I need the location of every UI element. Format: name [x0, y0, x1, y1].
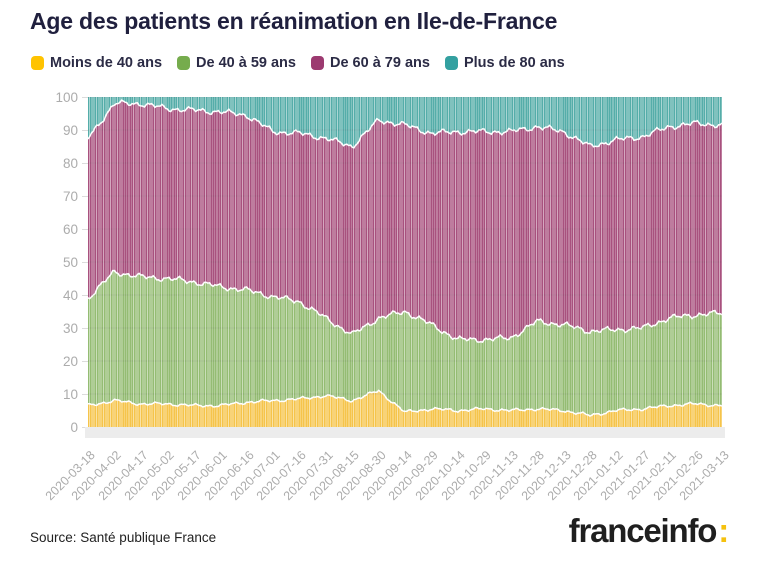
y-tick-label: 70 [62, 188, 78, 204]
y-tick-label: 90 [62, 122, 78, 138]
legend-item-moins-de-40: Moins de 40 ans [31, 55, 162, 71]
legend-swatch-40-59 [177, 56, 191, 70]
y-tick-label: 20 [62, 353, 78, 369]
page-title: Age des patients en réanimation en Ile-d… [30, 8, 558, 34]
legend-label: Moins de 40 ans [50, 55, 163, 71]
y-tick-mark [82, 394, 89, 395]
franceinfo-logo: franceinfo: [568, 512, 730, 550]
y-tick-label: 60 [62, 221, 78, 237]
y-tick-label: 80 [62, 155, 78, 171]
y-tick-label: 100 [55, 89, 78, 105]
y-tick-label: 30 [62, 320, 78, 336]
y-tick-label: 50 [62, 254, 78, 270]
legend-swatch-plus-80 [444, 56, 458, 70]
y-tick-label: 40 [62, 287, 78, 303]
x-axis-band [85, 427, 725, 438]
legend-swatch-60-79 [310, 56, 324, 70]
y-tick-label: 0 [70, 419, 78, 435]
y-tick-mark [82, 130, 89, 131]
logo-colon: : [718, 512, 729, 549]
legend: Moins de 40 ans De 40 à 59 ans De 60 à 7… [31, 55, 565, 71]
y-tick-mark [82, 163, 89, 164]
y-tick-mark [82, 328, 89, 329]
y-tick-mark [82, 229, 89, 230]
legend-item-40-59: De 40 à 59 ans [177, 55, 296, 71]
legend-item-plus-80: Plus de 80 ans [444, 55, 565, 71]
y-tick-mark [82, 97, 89, 98]
legend-item-60-79: De 60 à 79 ans [310, 55, 430, 71]
source-caption: Source: Santé publique France [30, 530, 217, 545]
x-axis: 2020-03-18 2020-04-02 2020-04-17 2020-05-02… [43, 440, 732, 512]
y-tick-mark [82, 196, 89, 197]
y-tick-mark [82, 295, 89, 296]
legend-label: Plus de 80 ans [463, 55, 565, 71]
plot-area [88, 97, 722, 427]
stacked-area-chart [88, 97, 722, 427]
legend-label: De 40 à 59 ans [196, 55, 296, 71]
logo-text: franceinfo [568, 512, 718, 549]
y-tick-mark [82, 361, 89, 362]
legend-label: De 60 à 79 ans [329, 55, 430, 71]
y-tick-mark [82, 262, 89, 263]
y-tick-label: 10 [62, 386, 78, 402]
legend-swatch-moins-de-40 [31, 56, 44, 70]
